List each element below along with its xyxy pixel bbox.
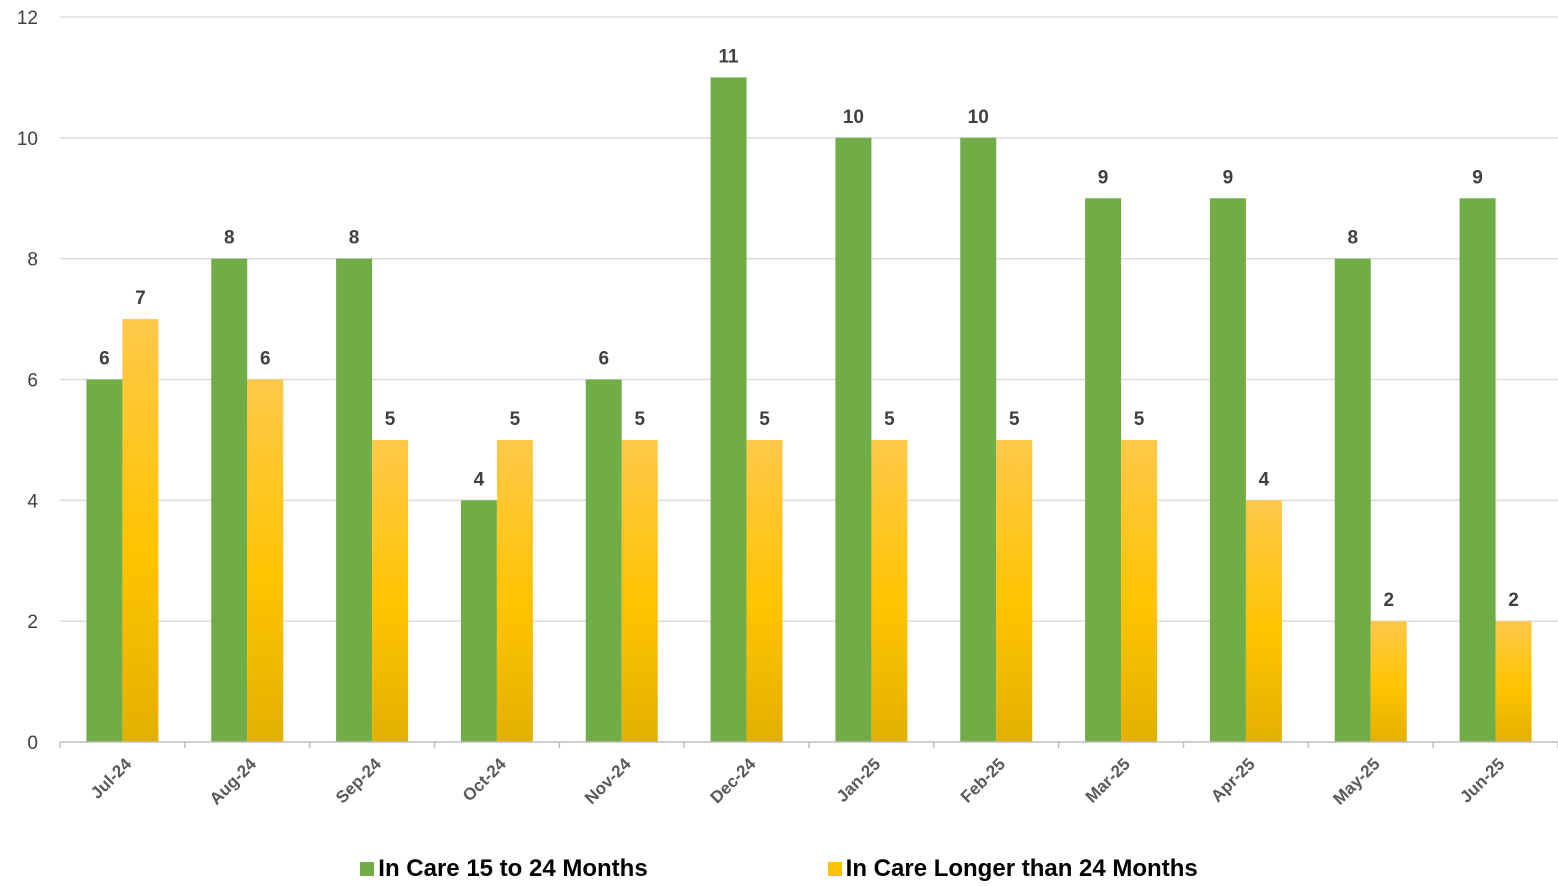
data-label-series-2: 5 (510, 409, 521, 430)
data-label-series-2: 7 (135, 288, 146, 309)
data-label-series-2: 6 (260, 349, 271, 370)
y-tick-label: 12 (17, 8, 38, 29)
data-label-series-1: 9 (1472, 167, 1483, 188)
x-tick-label: Jul-24 (87, 754, 136, 803)
bar-series-1[interactable] (1209, 198, 1246, 742)
data-label-series-1: 6 (99, 349, 110, 370)
bar-series-2[interactable] (621, 439, 658, 742)
y-tick-label: 2 (27, 612, 38, 633)
bar-series-1[interactable] (1334, 258, 1371, 742)
legend-swatch-series-1 (360, 862, 375, 876)
bar-series-1[interactable] (1459, 198, 1496, 742)
legend-item-series-1[interactable]: In Care 15 to 24 Months (360, 855, 648, 883)
data-label-series-1: 6 (598, 349, 609, 370)
data-label-series-2: 5 (884, 409, 895, 430)
x-tick-label: Sep-24 (332, 754, 385, 807)
bar-series-2[interactable] (1495, 621, 1532, 742)
legend-swatch-series-2 (827, 862, 842, 876)
bar-series-2[interactable] (996, 439, 1033, 742)
bars (86, 77, 1532, 743)
data-label-series-2: 5 (759, 409, 770, 430)
data-label-series-1: 8 (1347, 228, 1358, 249)
y-tick-label: 0 (27, 733, 38, 754)
y-tick-label: 6 (27, 371, 38, 392)
gridlines (60, 16, 1558, 622)
data-label-series-1: 9 (1098, 167, 1109, 188)
legend-label-series-1: In Care 15 to 24 Months (378, 855, 648, 882)
data-label-series-1: 8 (349, 228, 360, 249)
bar-series-2[interactable] (871, 439, 908, 742)
bar-series-2[interactable] (372, 439, 409, 742)
x-tick-label: May-25 (1329, 754, 1383, 808)
data-label-series-2: 5 (1134, 409, 1145, 430)
data-label-series-1: 9 (1223, 167, 1234, 188)
y-tick-label: 10 (17, 129, 38, 150)
bar-series-1[interactable] (1085, 198, 1122, 742)
bar-series-1[interactable] (86, 379, 123, 743)
bar-series-1[interactable] (960, 137, 997, 743)
bar-series-2[interactable] (496, 439, 533, 742)
bar-chart: 0 2 4 6 8 10 12 6 7 8 6 8 5 4 5 6 5 11 5 10 5 10 5 9 5 9 4 8 2 9 2 Ju… (17, 8, 1558, 809)
legend-label-series-2: In Care Longer than 24 Months (845, 855, 1198, 882)
bar-series-2[interactable] (746, 439, 783, 742)
data-label-series-1: 8 (224, 228, 235, 249)
bar-series-2[interactable] (247, 379, 284, 743)
bar-series-2[interactable] (122, 319, 159, 742)
data-label-series-1: 10 (843, 107, 864, 128)
x-tick-label: Aug-24 (206, 754, 261, 809)
data-label-series-1: 4 (474, 469, 485, 490)
x-tick-label: Nov-24 (581, 754, 635, 808)
data-label-series-2: 5 (1009, 409, 1020, 430)
legend: In Care 15 to 24 Months In Care Longer t… (0, 852, 1558, 886)
data-label-series-1: 11 (719, 46, 740, 67)
data-label-series-2: 4 (1259, 469, 1270, 490)
x-tick-label: Feb-25 (957, 754, 1009, 806)
data-label-series-2: 2 (1383, 590, 1394, 611)
bar-series-2[interactable] (1245, 500, 1282, 742)
bar-series-1[interactable] (710, 77, 747, 742)
x-tick-label: Jun-25 (1456, 754, 1508, 806)
data-labels: 6 7 8 6 8 5 4 5 6 5 11 5 10 5 10 5 9 5 9 4 8 2 9 2 (99, 46, 1519, 611)
x-tick-label: Mar-25 (1082, 754, 1134, 806)
legend-item-series-2[interactable]: In Care Longer than 24 Months (827, 855, 1198, 883)
x-tick-label: Oct-24 (459, 754, 510, 805)
y-tick-label: 8 (27, 250, 38, 271)
y-tick-label: 4 (27, 491, 38, 512)
data-label-series-1: 10 (968, 107, 989, 128)
bar-series-2[interactable] (1121, 439, 1158, 742)
bar-series-1[interactable] (336, 258, 373, 742)
data-label-series-2: 2 (1508, 590, 1519, 611)
bar-series-1[interactable] (835, 137, 872, 743)
bar-series-1[interactable] (211, 258, 248, 742)
x-axis: Jul-24 Aug-24 Sep-24 Oct-24 Nov-24 Dec-24 Jan-… (59, 741, 1558, 809)
bar-series-1[interactable] (585, 379, 622, 743)
x-tick-label: Jan-25 (833, 754, 885, 806)
y-axis: 0 2 4 6 8 10 12 (17, 8, 39, 754)
bar-series-1[interactable] (460, 500, 497, 742)
data-label-series-2: 5 (634, 409, 645, 430)
bar-series-2[interactable] (1370, 621, 1407, 742)
x-tick-label: Dec-24 (707, 754, 760, 807)
data-label-series-2: 5 (385, 409, 396, 430)
x-tick-label: Apr-25 (1207, 754, 1259, 806)
